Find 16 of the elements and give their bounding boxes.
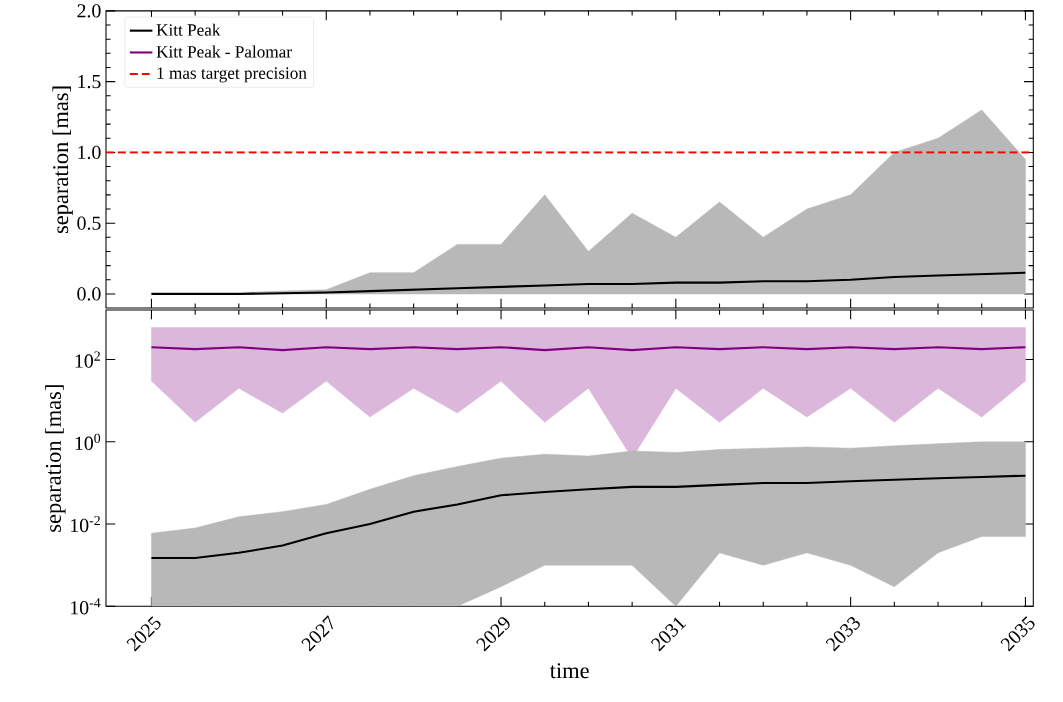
- y-tick-label: 10$^{-4}$: [71, 598, 101, 615]
- y-axis-title: separation [mas]: [52, 86, 73, 233]
- y-tick-label: 0.5: [77, 216, 101, 230]
- line-series: [150, 474, 1027, 559]
- y-tick-label: 1.0: [78, 145, 101, 159]
- y-tick-label: 1.5: [78, 74, 101, 89]
- y-tick-label: 10$^{2}$: [75, 351, 100, 368]
- y-axis-title: separation [mas]: [45, 385, 66, 532]
- legend-label: Kitt Peak: [156, 23, 221, 36]
- text: Kitt Peak - Palomar: [156, 45, 292, 58]
- x-axis-title: time: [549, 662, 589, 679]
- y-tick-label: 10$^{-2}$: [71, 515, 100, 533]
- legend-label: 1 mas target precision: [157, 67, 307, 83]
- y-tick-label: 0.0: [77, 287, 101, 301]
- y-tick-label: 10$^{0}$: [75, 433, 101, 450]
- y-tick-label: 2.0: [77, 3, 101, 18]
